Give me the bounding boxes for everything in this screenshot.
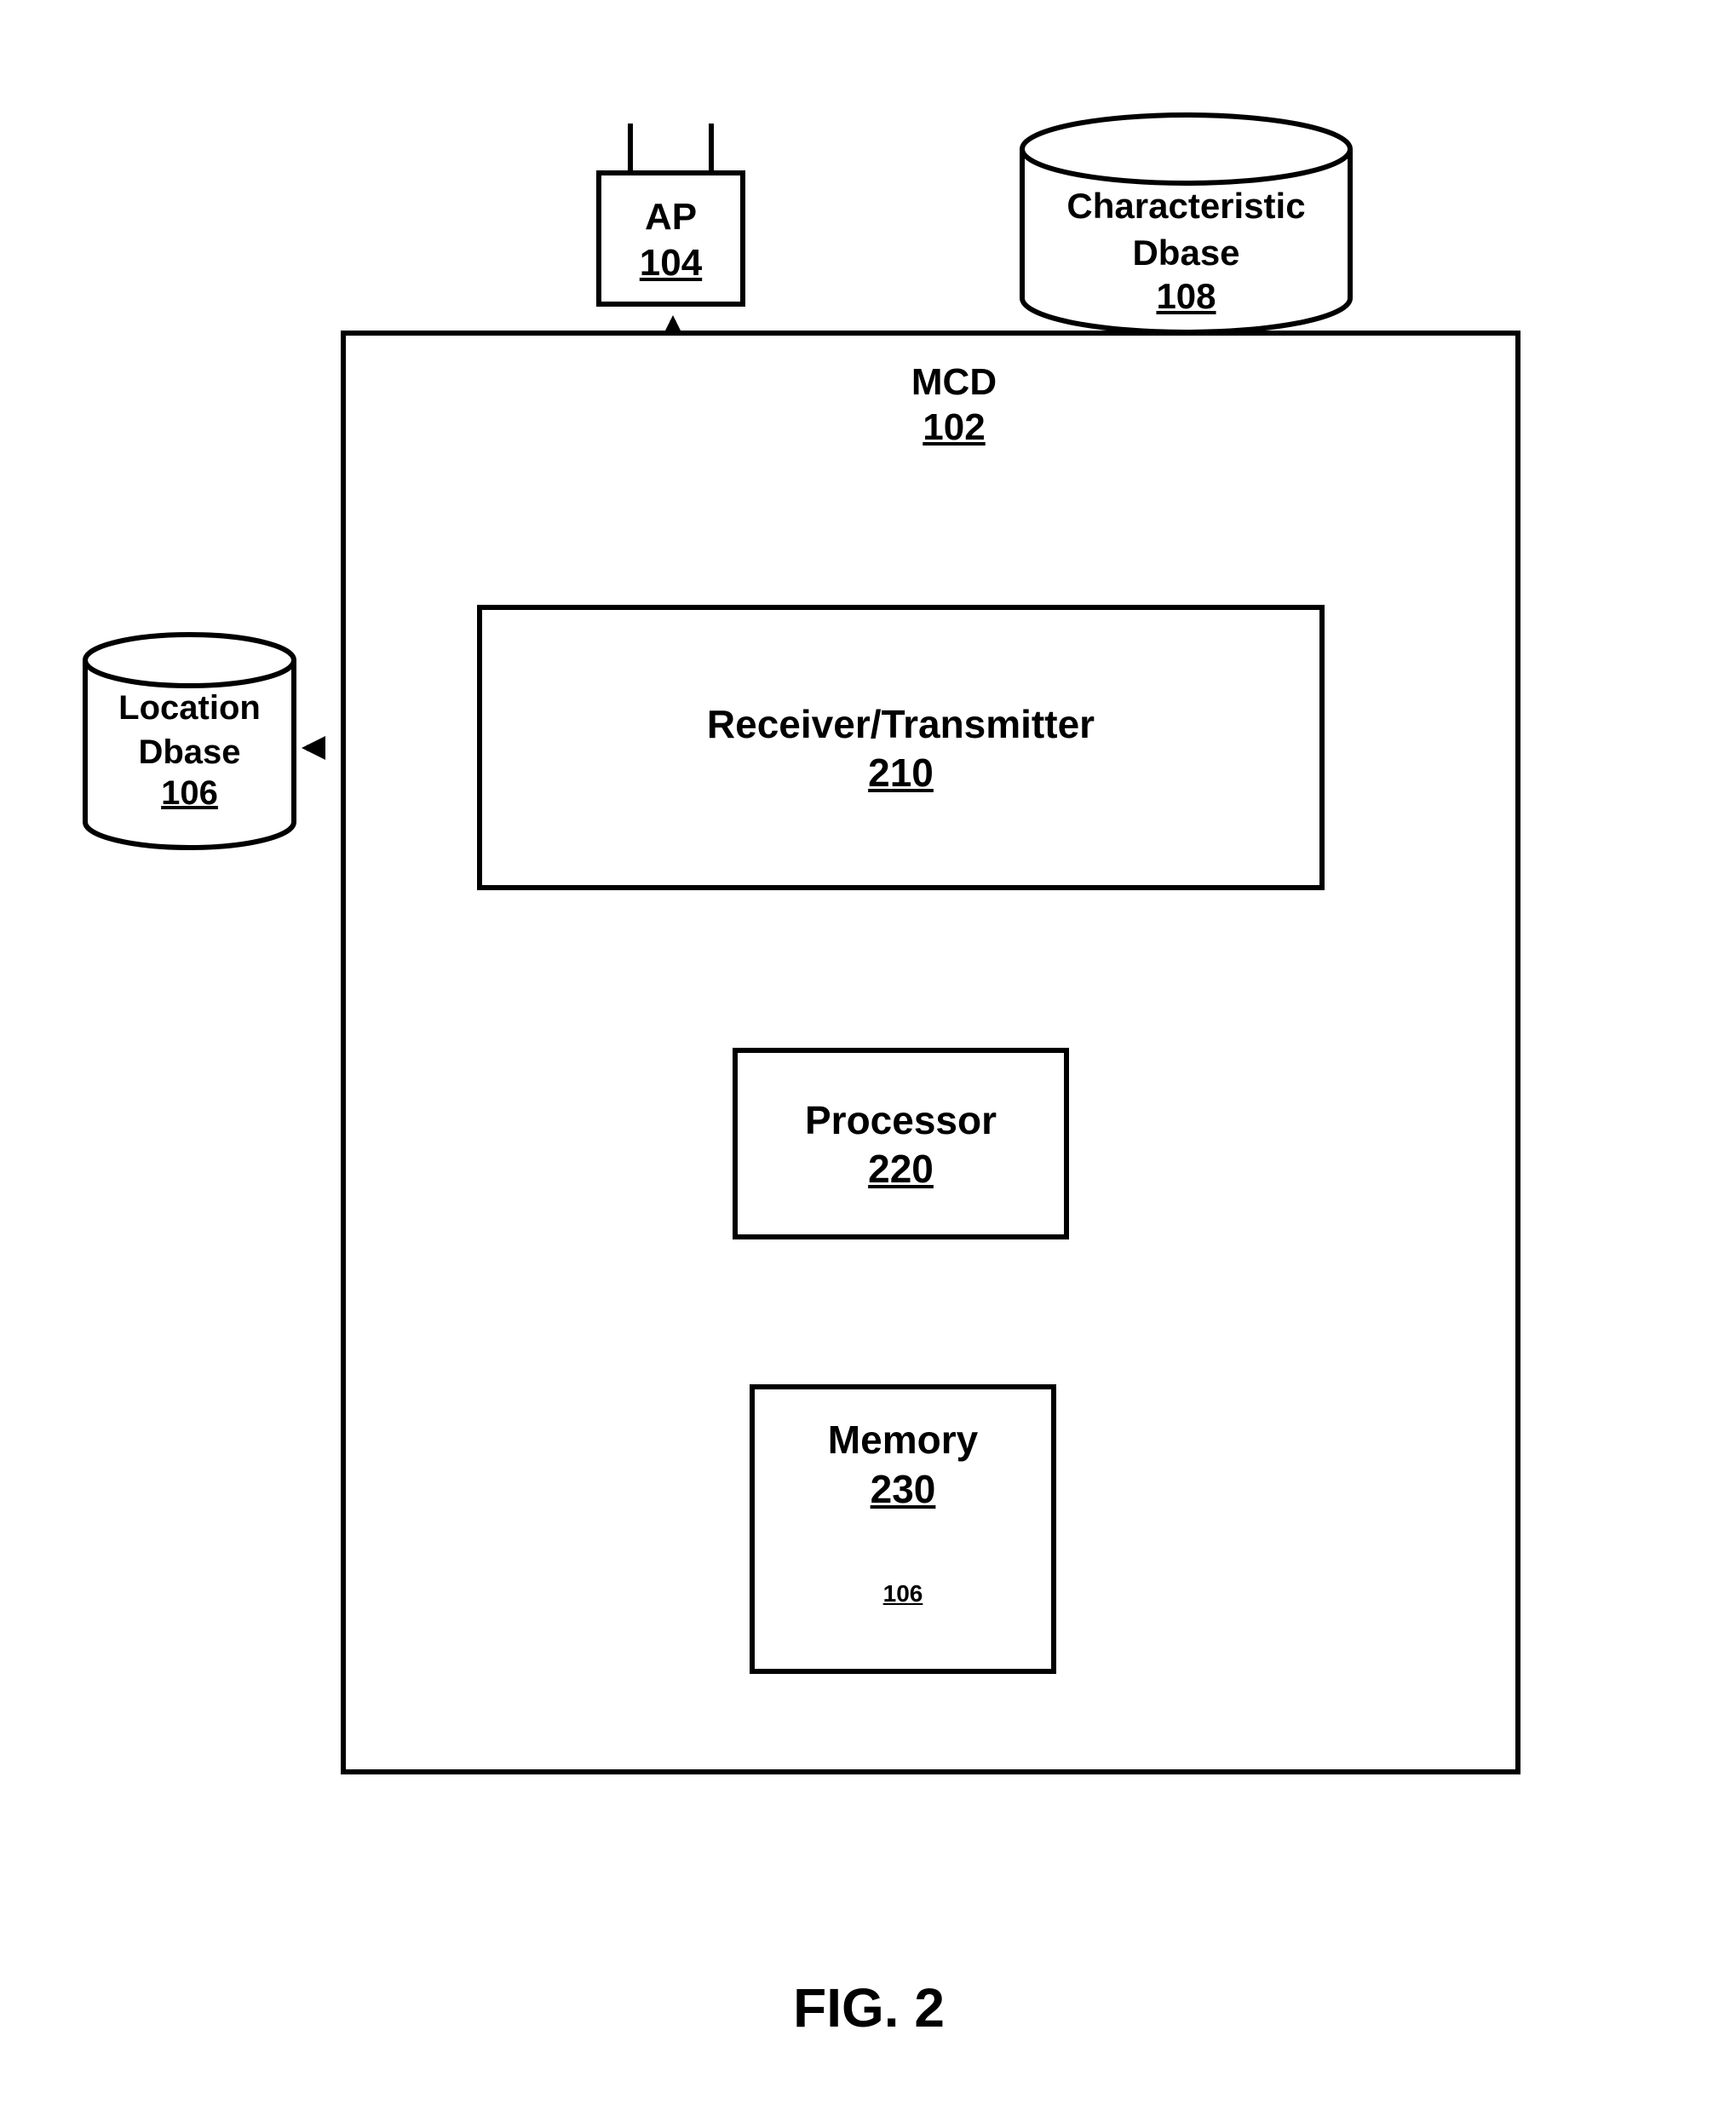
- location-db-label2: Dbase: [85, 730, 294, 774]
- memory-inner-db-ref: 106: [852, 1580, 954, 1607]
- receiver-ref: 210: [868, 750, 934, 796]
- figure-label: FIG. 2: [741, 1976, 997, 2039]
- location-db-label1: Location: [85, 686, 294, 730]
- mcd-label: MCD: [869, 358, 1039, 406]
- receiver-box: Receiver/Transmitter 210: [477, 605, 1325, 890]
- processor-box: Processor 220: [733, 1048, 1069, 1239]
- processor-label: Processor: [805, 1096, 997, 1147]
- ap-label: AP: [645, 193, 697, 241]
- memory-label: Memory: [828, 1415, 978, 1466]
- memory-ref: 230: [871, 1466, 936, 1512]
- memory-box: Memory 230: [750, 1384, 1056, 1674]
- ap-antennas: [630, 124, 711, 170]
- mcd-title: MCD 102: [869, 358, 1039, 449]
- location-db-ref: 106: [85, 774, 294, 813]
- characteristic-db-text: Characteristic Dbase 108: [1022, 183, 1350, 317]
- characteristic-db-label1: Characteristic: [1022, 183, 1350, 230]
- processor-ref: 220: [868, 1146, 934, 1192]
- ap-box: AP 104: [596, 170, 745, 307]
- location-db-text: Location Dbase 106: [85, 686, 294, 813]
- mcd-ref: 102: [869, 406, 1039, 449]
- ap-ref: 104: [640, 242, 702, 285]
- receiver-label: Receiver/Transmitter: [707, 699, 1095, 750]
- characteristic-db-label2: Dbase: [1022, 230, 1350, 277]
- diagram-container: MCD 102 AP 104 Characteristic Dbase 108 …: [0, 0, 1736, 2122]
- characteristic-db-ref: 108: [1022, 276, 1350, 317]
